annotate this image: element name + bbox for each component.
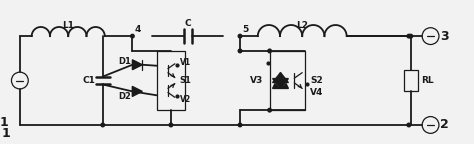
Polygon shape (132, 60, 142, 70)
Text: V3: V3 (250, 76, 263, 85)
Circle shape (268, 49, 272, 53)
Text: S1: S1 (180, 76, 191, 85)
Circle shape (268, 108, 272, 112)
Circle shape (238, 123, 242, 127)
Text: L1: L1 (62, 21, 74, 30)
Text: C: C (184, 19, 191, 28)
Circle shape (101, 123, 105, 127)
Circle shape (169, 123, 173, 127)
Text: 1: 1 (0, 116, 8, 129)
Text: D1: D1 (118, 57, 131, 66)
Polygon shape (273, 79, 288, 87)
Text: L2: L2 (296, 21, 308, 30)
Text: V4: V4 (310, 88, 323, 97)
Text: 3: 3 (440, 30, 449, 43)
Text: V2: V2 (180, 95, 191, 104)
Text: 4: 4 (134, 25, 141, 34)
Bar (157, 51, 185, 110)
Polygon shape (273, 73, 288, 83)
Circle shape (131, 34, 134, 38)
Polygon shape (273, 79, 288, 88)
Circle shape (238, 49, 242, 53)
Text: V1: V1 (180, 58, 191, 67)
Text: RL: RL (421, 76, 433, 85)
Text: D2: D2 (118, 92, 131, 101)
Bar (270, 51, 305, 110)
Circle shape (407, 34, 410, 38)
Circle shape (409, 34, 412, 38)
Text: C1: C1 (82, 76, 95, 85)
Polygon shape (132, 86, 142, 96)
Text: 2: 2 (440, 119, 449, 131)
Text: 1: 1 (1, 127, 10, 140)
Text: S2: S2 (310, 76, 323, 85)
Polygon shape (273, 73, 288, 88)
Circle shape (238, 34, 242, 38)
Circle shape (407, 123, 410, 127)
Text: 5: 5 (242, 25, 248, 34)
Bar (404, 70, 418, 91)
